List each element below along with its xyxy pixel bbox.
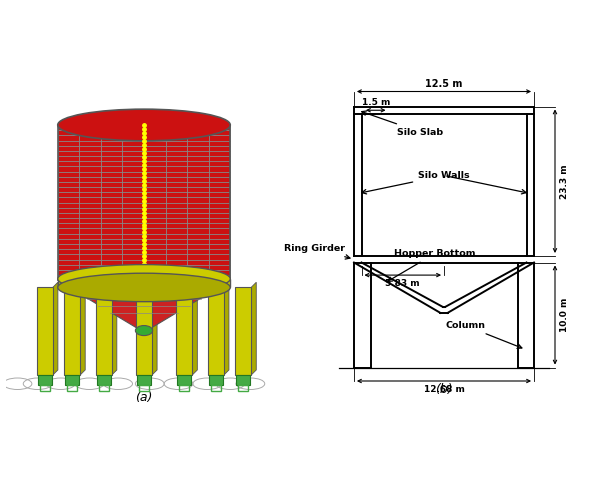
Text: (a): (a) (136, 391, 152, 404)
Bar (97, 375, 111, 385)
Text: 10.0 m: 10.0 m (560, 298, 569, 332)
Bar (65, 375, 79, 385)
Polygon shape (224, 282, 229, 375)
Text: 1.5 m: 1.5 m (362, 98, 390, 107)
Text: Hopper Bottom: Hopper Bottom (388, 249, 476, 281)
Bar (58, 279, 230, 288)
Bar (235, 288, 251, 375)
Text: 12.5 m: 12.5 m (425, 79, 463, 88)
Text: Silo Slab: Silo Slab (362, 111, 443, 136)
Bar (96, 288, 112, 375)
Text: (b): (b) (435, 383, 453, 396)
Polygon shape (192, 282, 197, 375)
Polygon shape (112, 282, 117, 375)
Bar (209, 375, 223, 385)
Bar (37, 288, 53, 375)
Bar (98, 385, 109, 391)
Bar (38, 375, 52, 385)
Bar (238, 385, 248, 391)
Bar (136, 288, 152, 375)
Ellipse shape (136, 325, 152, 336)
Ellipse shape (58, 109, 230, 141)
Text: 23.3 m: 23.3 m (560, 164, 569, 199)
Bar (211, 385, 221, 391)
Bar (58, 125, 230, 280)
Polygon shape (69, 288, 219, 331)
Text: 5.83 m: 5.83 m (385, 279, 420, 288)
Bar (64, 288, 80, 375)
Bar (236, 375, 250, 385)
Bar (208, 288, 224, 375)
Bar (177, 375, 191, 385)
Text: Column: Column (445, 321, 522, 348)
Bar (40, 385, 50, 391)
Bar (67, 385, 77, 391)
Polygon shape (152, 282, 157, 375)
Polygon shape (251, 282, 256, 375)
Bar (179, 385, 190, 391)
Ellipse shape (58, 273, 230, 301)
Text: 12.68 m: 12.68 m (424, 385, 464, 395)
Bar (176, 288, 192, 375)
Polygon shape (53, 282, 58, 375)
Ellipse shape (58, 264, 230, 293)
Polygon shape (80, 282, 85, 375)
Text: Ring Girder: Ring Girder (284, 244, 350, 259)
Text: Silo Walls: Silo Walls (362, 171, 470, 194)
Bar (139, 385, 149, 391)
Bar (137, 375, 151, 385)
